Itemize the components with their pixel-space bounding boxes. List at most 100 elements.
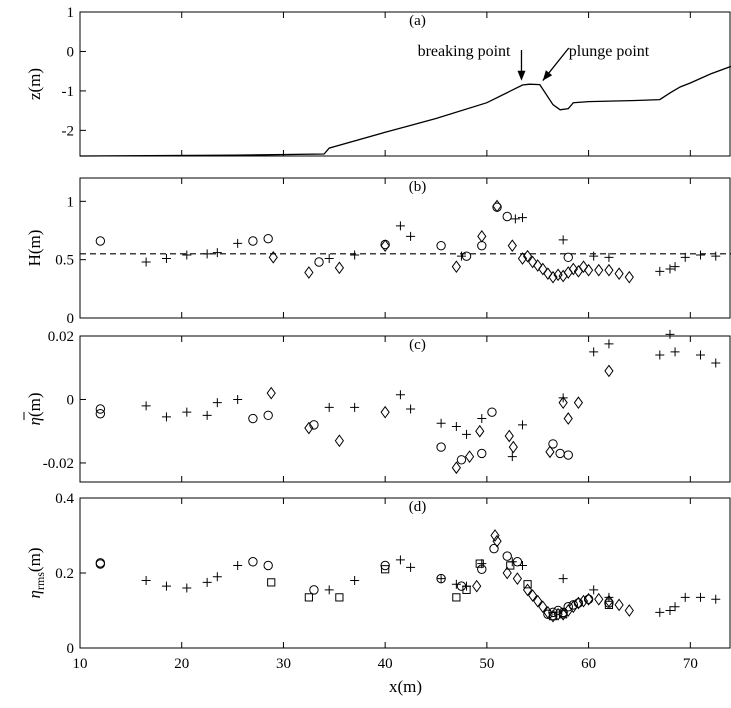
circle-point (95, 409, 106, 419)
plus-point (212, 572, 222, 582)
panel-label: (b) (409, 179, 427, 195)
plus-point (711, 251, 721, 261)
diamond-point (563, 266, 573, 279)
panel-label: (d) (409, 499, 427, 515)
circle-point (309, 420, 319, 430)
diamond-point (528, 589, 538, 602)
plus-point (670, 262, 680, 272)
plus-point (182, 250, 192, 260)
diamond-point (543, 267, 553, 281)
diamond-point (568, 262, 578, 276)
y-tick-label: 0 (67, 311, 75, 327)
plus-point (589, 347, 599, 357)
plus-point (695, 350, 705, 360)
diamond-point (604, 594, 614, 608)
diamond-point (548, 270, 558, 284)
plus-point (655, 266, 665, 276)
plus-point (665, 329, 675, 339)
circle-point (95, 559, 106, 569)
plus-point (202, 249, 212, 259)
annotation-breaking-point: breaking point (418, 43, 511, 60)
diamond-point (492, 199, 502, 213)
diamond-point (512, 572, 523, 585)
plus-point (477, 559, 487, 569)
plus-point (510, 214, 520, 224)
plus-point (395, 555, 405, 565)
y-axis-label-symbol: η (25, 590, 44, 598)
x-tick-label: 60 (581, 656, 596, 672)
annotation-plunge-point: plunge point (569, 43, 650, 60)
plus-point (670, 347, 680, 357)
x-tick-label: 50 (479, 656, 494, 672)
diamond-point (475, 424, 485, 438)
x-tick-label: 70 (683, 656, 698, 672)
plus-point (182, 583, 192, 593)
plus-point (350, 402, 360, 412)
square-point (523, 580, 532, 589)
diamond-point (502, 566, 512, 580)
plus-point (350, 576, 360, 585)
plus-point (182, 407, 192, 417)
diamond-point (504, 429, 514, 443)
diamond-point (451, 260, 461, 274)
plus-point (517, 420, 527, 430)
plot-frame (79, 335, 731, 483)
diamond-point (266, 386, 276, 400)
plus-point (233, 238, 243, 248)
diamond-point (533, 259, 543, 272)
diamond-point (268, 250, 278, 264)
plus-point (507, 452, 517, 462)
diamond-point (594, 592, 604, 606)
y-axis-label: ηrms(m) (25, 548, 47, 599)
plus-point (695, 592, 705, 602)
diamond-point (624, 270, 634, 284)
diamond-point (507, 239, 517, 253)
x-tick-label: 20 (174, 656, 189, 672)
circle-point (548, 607, 558, 618)
square-point (304, 593, 313, 602)
panel-b: 1 0.5 0 (b) H(m) (25, 177, 731, 327)
y-tick-label: 0 (67, 44, 75, 60)
circle-point (248, 236, 258, 246)
plus-point (695, 250, 705, 260)
diamond-point (522, 583, 533, 597)
plus-point (395, 390, 405, 400)
plus-point (517, 561, 527, 570)
diamond-point (334, 434, 345, 448)
plus-point (141, 257, 151, 267)
panel-c: 0.02 0 -0.02 (c) η(m) (23, 329, 731, 483)
plus-point (655, 607, 665, 617)
diamond-point (472, 579, 482, 593)
arrowhead (517, 70, 526, 81)
diamond-point (508, 440, 518, 454)
y-tick-label: 0.02 (48, 329, 74, 345)
diamond-point (538, 600, 548, 614)
y-axis-label-subscript: rms (33, 572, 47, 590)
plus-point (451, 579, 461, 589)
panel-a: 1 0 -1 -2 (a) z(m) breaking point plunge point (25, 5, 731, 157)
diamond-point (558, 396, 568, 410)
diamond-point (517, 252, 528, 265)
plus-point (233, 561, 243, 570)
circle-point (263, 233, 273, 244)
plot-frame (79, 177, 731, 319)
circle-point (502, 211, 512, 222)
circle-point (263, 410, 273, 421)
plus-point (604, 339, 614, 349)
plus-point (406, 404, 416, 414)
panel-d: 0.4 0.2 0 (d) ηrms(m) 10 20 30 40 50 60 70 x(m) (25, 491, 731, 696)
diamond-point (573, 396, 584, 410)
plus-point (406, 562, 416, 572)
plus-point (589, 251, 599, 261)
circle-point (477, 240, 487, 251)
diamond-point (578, 594, 589, 608)
plus-point (212, 248, 222, 258)
diamond-point (334, 261, 345, 275)
y-tick-label: -0.02 (43, 456, 74, 472)
plot-frame (79, 11, 731, 157)
plus-point (161, 412, 171, 422)
circle-point (314, 257, 324, 267)
square-point (475, 559, 484, 568)
panel-label: (a) (409, 13, 426, 29)
